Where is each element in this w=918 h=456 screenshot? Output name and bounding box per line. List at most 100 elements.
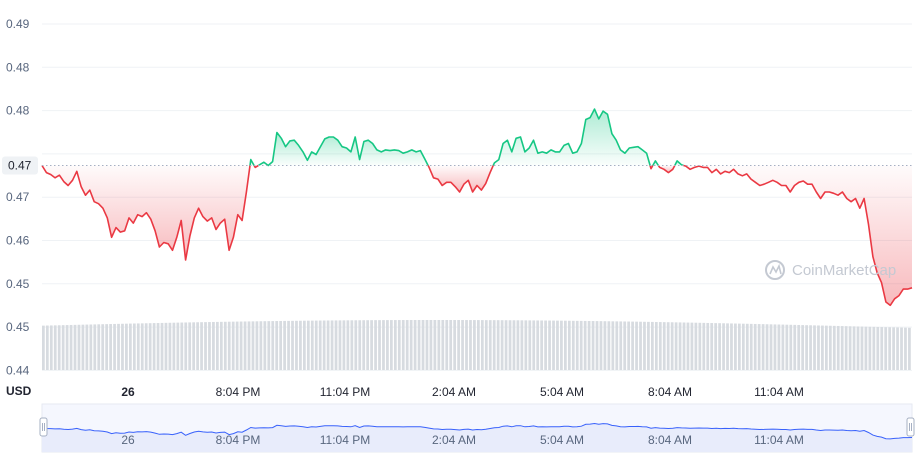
volume-bar xyxy=(872,326,876,370)
volume-bar xyxy=(785,324,789,370)
volume-bar xyxy=(801,325,805,370)
volume-bar xyxy=(686,322,690,370)
volume-bar xyxy=(658,322,662,370)
volume-bar xyxy=(132,323,136,370)
volume-bar xyxy=(219,321,223,370)
volume-bar xyxy=(789,324,793,370)
volume-bar xyxy=(200,322,203,370)
volume-bar xyxy=(445,320,449,370)
range-navigator[interactable]: 26 8:04 PM 11:04 PM 2:04 AM 5:04 AM 8:04 AM 11… xyxy=(39,403,915,453)
volume-bar xyxy=(477,320,480,370)
volume-bar xyxy=(247,321,251,370)
volume-bar xyxy=(738,323,741,370)
volume-bar xyxy=(271,321,275,370)
volume-bar xyxy=(821,325,824,370)
volume-bar xyxy=(825,325,828,370)
volume-bar xyxy=(670,322,674,370)
volume-bar xyxy=(342,320,346,370)
volume-bar xyxy=(148,323,152,370)
volume-bar xyxy=(326,320,330,370)
volume-bar xyxy=(453,320,457,370)
price-line-down xyxy=(41,165,251,261)
volume-bar xyxy=(678,322,682,370)
volume-bar xyxy=(136,323,140,370)
volume-bar xyxy=(409,320,413,370)
volume-bar xyxy=(334,320,338,370)
volume-bar xyxy=(552,320,555,370)
volume-bar xyxy=(781,324,785,370)
volume-bar xyxy=(836,325,840,370)
price-line-down xyxy=(427,165,494,193)
volume-bar xyxy=(251,321,255,370)
volume-bar xyxy=(844,326,848,370)
volume-bar xyxy=(449,320,453,370)
x-tick-label: 8:04 AM xyxy=(648,385,692,399)
volume-bar xyxy=(734,323,737,370)
volume-bar xyxy=(587,320,591,370)
volume-bar xyxy=(492,320,496,370)
volume-bar xyxy=(690,322,694,370)
volume-bar xyxy=(813,325,816,370)
navigator-left-handle[interactable] xyxy=(39,417,48,437)
volume-bar xyxy=(89,324,93,370)
volume-bar xyxy=(374,320,377,370)
volume-bar xyxy=(900,327,903,370)
volume-bar xyxy=(611,321,615,370)
volume-bar xyxy=(635,321,638,370)
volume-bar xyxy=(152,323,156,370)
volume-bar xyxy=(413,320,417,370)
volume-bar xyxy=(516,320,520,370)
volume-bar xyxy=(860,326,864,370)
volume-bar xyxy=(560,320,563,370)
volume-bar xyxy=(109,324,112,370)
y-tick-label: 0.48 xyxy=(6,104,30,118)
volume-bar xyxy=(303,320,306,370)
volume-bar xyxy=(496,320,500,370)
volume-bar xyxy=(888,327,892,370)
volume-bar xyxy=(168,322,172,370)
volume-bar xyxy=(227,321,231,370)
volume-bar xyxy=(204,322,207,370)
volume-bar xyxy=(583,320,587,370)
volume-bar xyxy=(117,323,120,370)
navigator-tick-label: 11:04 PM xyxy=(320,433,370,447)
navigator-tick-label: 5:04 AM xyxy=(540,433,584,447)
y-tick-label: 0.46 xyxy=(6,234,30,248)
volume-bar xyxy=(235,321,239,370)
volume-bar xyxy=(757,324,761,370)
volume-bar xyxy=(753,323,757,370)
volume-bar xyxy=(718,323,721,370)
volume-bar xyxy=(366,320,370,370)
volume-bar xyxy=(504,320,508,370)
x-tick-label: 8:04 PM xyxy=(216,385,261,399)
volume-bar xyxy=(223,321,227,370)
volume-bar xyxy=(314,320,318,370)
volume-bar xyxy=(840,326,844,370)
volume-bar xyxy=(805,325,808,370)
volume-bar xyxy=(421,320,425,370)
volume-bar xyxy=(172,322,176,370)
y-tick-label: 0.45 xyxy=(6,277,30,291)
volume-bar xyxy=(299,320,302,370)
x-axis-ticks: 26 8:04 PM 11:04 PM 2:04 AM 5:04 AM 8:04 AM 11… xyxy=(121,385,804,399)
volume-bar xyxy=(654,321,658,370)
volume-bar xyxy=(666,322,670,370)
volume-bar xyxy=(275,321,279,370)
volume-bar xyxy=(908,327,911,370)
volume-bar xyxy=(196,322,199,370)
volume-bar xyxy=(651,321,654,370)
volume-bar xyxy=(761,324,765,370)
watermark: CoinMarketCap xyxy=(765,260,896,280)
price-area-down xyxy=(683,165,912,306)
navigator-tick-label: 8:04 AM xyxy=(648,433,692,447)
y-axis-ticks: 0.49 0.48 0.48 0.47 0.46 0.45 0.45 0.44 xyxy=(6,17,30,377)
volume-bar xyxy=(730,323,733,370)
volume-bar xyxy=(180,322,184,370)
volume-bar xyxy=(405,320,409,370)
volume-bar xyxy=(279,320,283,370)
volume-bar xyxy=(61,325,65,370)
navigator-right-handle[interactable] xyxy=(906,417,915,437)
volume-bar xyxy=(571,320,575,370)
volume-bar xyxy=(85,324,89,370)
